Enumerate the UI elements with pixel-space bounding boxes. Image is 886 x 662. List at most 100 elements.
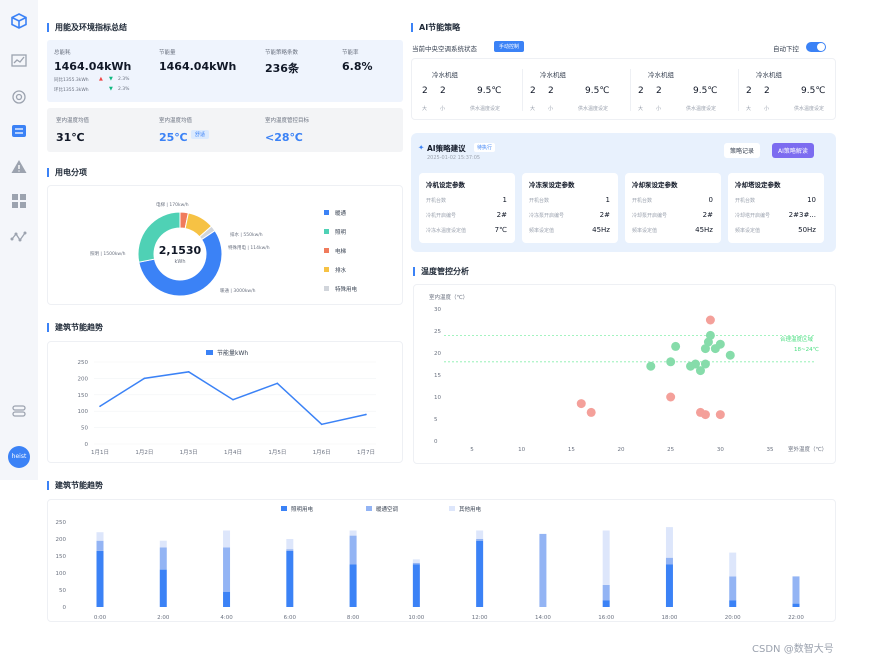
- scatter-point-green: [691, 359, 700, 369]
- down-arrow-icon-2: ▼: [109, 86, 113, 92]
- scatter-point-red: [715, 410, 725, 420]
- chart-icon[interactable]: [10, 52, 28, 70]
- trend-panel: 节能量kWh 0 50 100 150 200 250 1月1日 1月2日 1月3日 1月4日 1月…: [47, 341, 403, 463]
- line-xtick: 1月2日: [135, 449, 153, 456]
- total-label: 总能耗: [54, 50, 71, 56]
- bar-xtick: 18:00: [662, 615, 678, 621]
- param-card: 冷机设定参数 开机台数 1 冷机开启编号 2# 冷冻水温度设定值 7℃: [419, 173, 515, 243]
- bar-segment-2: [349, 530, 357, 536]
- param-row-label: 冷冻水温度设定值: [426, 228, 467, 234]
- line-xtick: 1月1日: [91, 449, 109, 456]
- donut-center-value: 2,1530: [159, 244, 202, 257]
- line-point: [187, 371, 190, 373]
- stacked-bar-chart: 照明用电 暖通空调 其他用电 0 50 100 150 200 250 0:00 2:00 4:…: [56, 505, 805, 621]
- param-row-value: 7℃: [494, 226, 507, 234]
- bar-xtick: 8:00: [347, 615, 360, 621]
- param-row-value: 2#: [702, 211, 713, 219]
- bar-segment-2: [223, 530, 231, 548]
- line-xtick: 1月6日: [313, 449, 331, 456]
- avatar[interactable]: heist: [8, 446, 30, 468]
- unit-temp: 9.5℃: [477, 86, 502, 96]
- scatter-xtick: 5: [470, 447, 474, 453]
- bar-xtick: 14:00: [535, 615, 551, 621]
- line-ytick: 100: [78, 409, 89, 415]
- bar-xtick: 22:00: [788, 615, 804, 621]
- scatter-xtick: 10: [518, 447, 525, 453]
- bar-segment-0: [412, 564, 420, 607]
- cube-icon[interactable]: [10, 12, 28, 30]
- rate-value: 6.8%: [342, 60, 373, 73]
- rate-label: 节能率: [342, 50, 359, 56]
- scatter-point-red: [666, 392, 676, 402]
- bar-segment-0: [96, 550, 104, 607]
- param-row-value: 45Hz: [695, 226, 713, 234]
- grid-icon[interactable]: [10, 192, 28, 210]
- auto-label: 自动下控: [773, 45, 799, 53]
- bar-segment-1: [96, 540, 104, 551]
- label-drain: 排水 | 550kw/h: [230, 231, 263, 238]
- scatter-point-red: [576, 399, 586, 409]
- scatter-point-green: [695, 366, 705, 376]
- scatter-ytick: 0: [434, 439, 438, 445]
- unit-l1: 大: [746, 106, 752, 112]
- line-ytick: 50: [81, 426, 88, 432]
- unit-l2: 小: [656, 106, 662, 112]
- unit-temp: 9.5℃: [585, 86, 610, 96]
- unit-v2: 2: [548, 86, 554, 96]
- suggest-time: 2025-01-02 15:37:05: [427, 155, 481, 161]
- bar-xtick: 4:00: [220, 615, 233, 621]
- summary-title: 用能及环境指标总结: [47, 23, 127, 32]
- donut-center-unit: kWh: [174, 259, 185, 265]
- param-row-label: 频率设定值: [735, 228, 761, 234]
- unit-l3: 供水温度设定: [686, 106, 717, 112]
- temp-title: 温度管控分析: [413, 267, 469, 276]
- param-card: 冷却塔设定参数 开机台数 10 冷却塔开启编号 2#3#... 频率设定值 50Hz: [728, 173, 824, 243]
- line-point: [232, 398, 234, 401]
- up-arrow-icon: ▲: [99, 76, 103, 82]
- bar-segment-2: [159, 540, 167, 548]
- bar-legend-label-2: 其他用电: [459, 505, 482, 513]
- list-icon[interactable]: [10, 122, 28, 140]
- bar-segment-0: [349, 564, 357, 607]
- record-tab[interactable]: 策略记录: [724, 143, 761, 158]
- scatter-ytick: 5: [434, 417, 438, 423]
- line-ytick: 150: [78, 393, 89, 399]
- scatter-point-green: [705, 330, 715, 340]
- settings-icon[interactable]: [10, 402, 28, 420]
- unit-divider: [738, 69, 739, 111]
- manual-control-button[interactable]: 手动控制: [494, 41, 525, 52]
- line-legend-swatch: [206, 350, 213, 355]
- bar-legend-swatch-0: [281, 506, 287, 511]
- target-icon[interactable]: [10, 88, 28, 106]
- suggest-panel: ✦ AI策略建议 待执行 2025-01-02 15:37:05 策略记录 AI…: [411, 133, 836, 252]
- summary-temp-panel: 室内温度均值 31℃ 室内温度均值 25℃ 舒适 室内温度管控目标 <28℃: [47, 108, 403, 152]
- bar-legend-swatch-1: [366, 506, 372, 511]
- bar-segment-2: [412, 559, 420, 563]
- scatter-ytick: 20: [434, 351, 441, 357]
- unit-name: 冷水机组: [648, 71, 674, 79]
- unit-v2: 2: [440, 86, 446, 96]
- legend-label-4: 特殊用电: [335, 285, 358, 293]
- strategy-value: 236条: [265, 62, 299, 75]
- unit-l3: 供水温度设定: [470, 106, 501, 112]
- param-card-title: 冷冻泵设定参数: [529, 181, 575, 189]
- ai-interpret-tab[interactable]: AI策略解读: [772, 143, 814, 158]
- auto-toggle[interactable]: [806, 42, 826, 52]
- unit-l2: 小: [548, 106, 554, 112]
- bar-segment-0: [286, 550, 294, 607]
- bar-segment-1: [223, 547, 231, 592]
- bar-xtick: 12:00: [472, 615, 488, 621]
- toggle-knob: [817, 43, 825, 51]
- bar-panel: 照明用电 暖通空调 其他用电 0 50 100 150 200 250 0:00 2:00 4:…: [47, 499, 836, 622]
- param-row-label: 开机台数: [632, 198, 653, 204]
- bar-legend-swatch-2: [449, 506, 455, 511]
- warning-icon[interactable]: [10, 158, 28, 176]
- network-icon[interactable]: [10, 228, 28, 246]
- unit-l1: 大: [530, 106, 536, 112]
- unit-divider: [522, 69, 523, 111]
- bar-ytick: 250: [56, 520, 67, 526]
- bar-ytick: 150: [56, 554, 67, 560]
- scatter-point-green: [700, 359, 710, 369]
- mom-label: 环比1355.3kWh: [54, 88, 89, 93]
